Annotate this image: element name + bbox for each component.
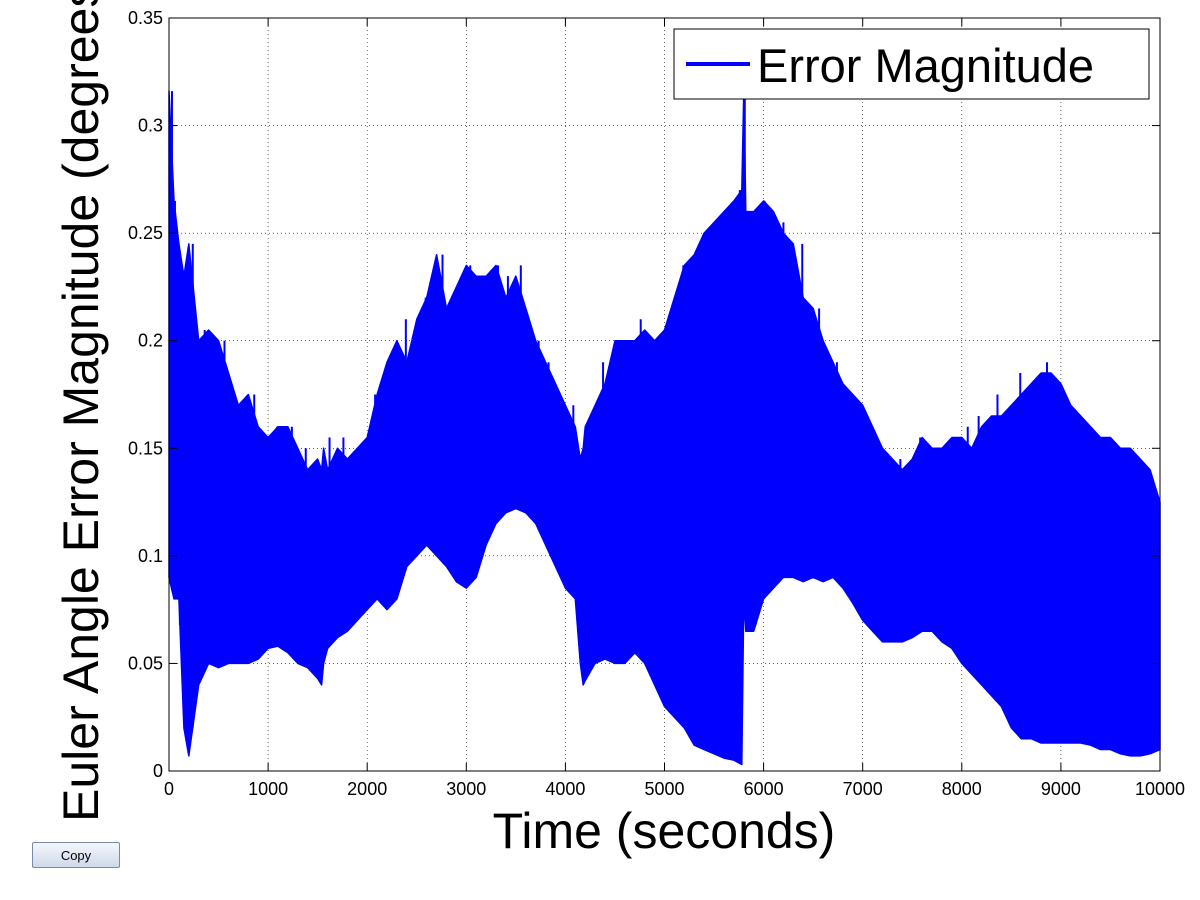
x-tick-label: 7000 — [843, 779, 883, 799]
y-tick-label: 0 — [153, 761, 163, 781]
x-tick-label: 9000 — [1041, 779, 1081, 799]
legend-label: Error Magnitude — [757, 39, 1094, 92]
y-tick-label: 0.3 — [138, 116, 163, 136]
y-axis-label: Euler Angle Error Magnitude (degrees) — [53, 0, 109, 822]
x-tick-label: 0 — [164, 779, 174, 799]
y-tick-label: 0.15 — [128, 438, 163, 458]
x-tick-label: 6000 — [744, 779, 784, 799]
y-tick-labels: 0 0.05 0.1 0.15 0.2 0.25 0.3 0.35 — [128, 8, 163, 781]
x-tick-labels: 0 1000 2000 3000 4000 5000 6000 7000 8000 9000 100… — [164, 779, 1185, 799]
x-tick-label: 1000 — [248, 779, 288, 799]
x-tick-label: 10000 — [1135, 779, 1185, 799]
plot-area: 0 1000 2000 3000 4000 5000 6000 7000 8000 9000 100… — [128, 8, 1185, 799]
copy-button[interactable]: Copy — [32, 842, 120, 868]
tick-marks — [168, 17, 1161, 772]
x-tick-label: 8000 — [942, 779, 982, 799]
x-tick-label: 3000 — [446, 779, 486, 799]
y-tick-label: 0.05 — [128, 653, 163, 673]
y-tick-label: 0.35 — [128, 8, 163, 28]
x-tick-label: 5000 — [644, 779, 684, 799]
x-tick-label: 2000 — [347, 779, 387, 799]
legend-box — [673, 28, 1150, 100]
y-tick-label: 0.25 — [128, 223, 163, 243]
y-tick-label: 0.2 — [138, 331, 163, 351]
x-axis-label: Time (seconds) — [493, 803, 836, 859]
legend: Error Magnitude — [673, 28, 1150, 100]
y-tick-label: 0.1 — [138, 546, 163, 566]
x-tick-label: 4000 — [545, 779, 585, 799]
